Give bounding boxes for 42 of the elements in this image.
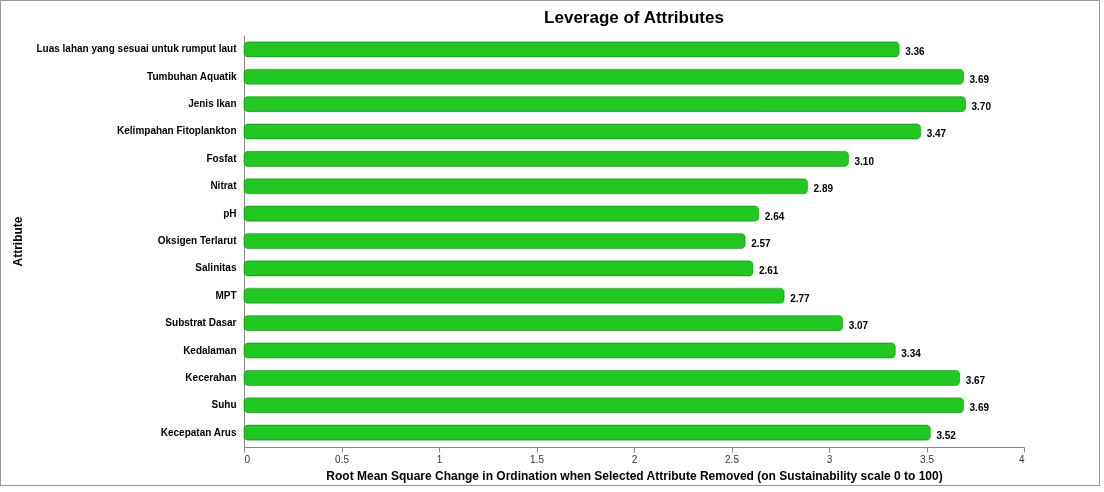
y-tick-label: Luas lahan yang sesuai untuk rumput laut — [36, 43, 238, 55]
data-label: 3.69 — [969, 73, 990, 85]
x-tick-label: 4 — [1018, 453, 1025, 465]
x-tick-label: 0.5 — [335, 453, 350, 465]
x-tick-label: 0 — [244, 453, 251, 465]
y-tick-label: pH — [223, 207, 237, 219]
data-label: 3.67 — [965, 374, 986, 386]
data-label: 3.10 — [854, 155, 875, 167]
y-tick-label: Tumbuhan Aquatik — [147, 70, 237, 82]
y-tick-label: Fosfat — [206, 152, 238, 164]
x-tick-label: 1.5 — [530, 453, 545, 465]
data-label: 3.34 — [901, 347, 922, 359]
y-axis-title: Attribute — [10, 216, 25, 267]
data-label: 2.57 — [751, 238, 772, 249]
data-label: 3.70 — [971, 101, 992, 113]
chart-title: Leverage of Attributes — [544, 8, 724, 27]
data-label: 3.07 — [848, 320, 869, 332]
y-tick-label: Oksigen Terlarut — [157, 235, 238, 246]
y-tick-label: Kedalaman — [183, 344, 237, 356]
data-label: 2.89 — [813, 183, 834, 195]
data-label: 3.36 — [905, 46, 926, 58]
y-tick-label: Kecepatan Arus — [160, 426, 237, 438]
y-tick-label: Kelimpahan Fitoplankton — [117, 125, 237, 137]
data-label: 2.77 — [790, 292, 811, 304]
x-tick-label: 3.5 — [920, 453, 935, 465]
x-tick-label: 1 — [436, 453, 443, 465]
y-tick-label: MPT — [215, 289, 237, 301]
data-label: 2.61 — [758, 265, 779, 277]
y-tick-label: Jenis Ikan — [188, 98, 237, 110]
y-tick-label: Kecerahan — [185, 371, 237, 383]
x-tick-label: 2 — [631, 453, 638, 465]
data-label: 2.64 — [764, 210, 785, 222]
y-tick-label: Substrat Dasar — [165, 317, 237, 329]
x-axis-title: Root Mean Square Change in Ordination when Selected Attribute Removed (on Sustainability scale 0 to 100) — [326, 468, 943, 483]
data-label: 3.69 — [969, 402, 990, 414]
x-tick-label: 2.5 — [725, 453, 740, 465]
x-tick-label: 3 — [826, 453, 833, 465]
y-tick-label: Suhu — [211, 399, 237, 411]
data-label: 3.47 — [926, 128, 947, 140]
data-label: 3.52 — [936, 429, 957, 441]
y-tick-label: Nitrat — [210, 180, 238, 192]
y-tick-label: Salinitas — [195, 262, 237, 274]
